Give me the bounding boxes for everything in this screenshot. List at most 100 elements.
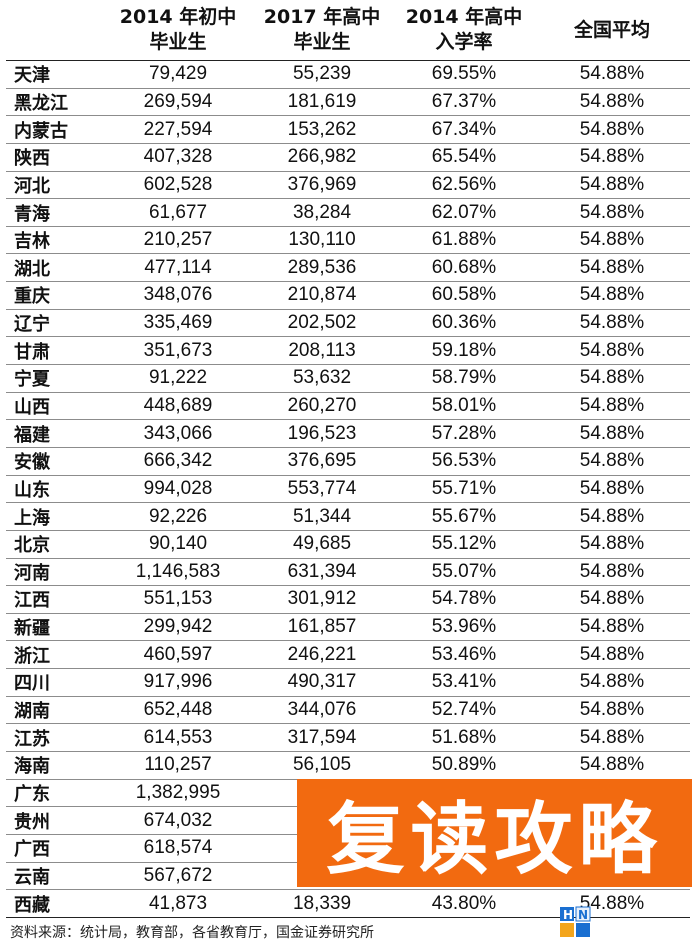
senior-grads-2017-cell: 161,857 — [250, 613, 394, 642]
national-average-cell: 54.88% — [534, 281, 690, 310]
enrollment-rate-cell: 52.74% — [394, 696, 534, 725]
table-row: 黑龙江 269,594 181,619 67.37% 54.88% — [6, 88, 690, 117]
junior-grads-2014-cell: 567,672 — [106, 862, 250, 891]
junior-grads-2014-cell: 448,689 — [106, 392, 250, 421]
enrollment-rate-cell: 61.88% — [394, 226, 534, 255]
national-average-cell: 54.88% — [534, 392, 690, 421]
province-cell: 广东 — [6, 779, 106, 808]
enrollment-rate-cell: 50.89% — [394, 751, 534, 780]
enrollment-rate-cell: 53.46% — [394, 640, 534, 670]
senior-grads-2017-cell: 631,394 — [250, 558, 394, 587]
svg-text:N: N — [578, 908, 588, 922]
senior-grads-2017-cell: 18,339 — [250, 889, 394, 918]
province-cell: 贵州 — [6, 806, 106, 835]
senior-grads-2017-cell: 376,969 — [250, 171, 394, 200]
junior-grads-2014-cell: 666,342 — [106, 447, 250, 476]
enrollment-rate-cell: 56.53% — [394, 447, 534, 476]
senior-grads-2017-cell: 130,110 — [250, 226, 394, 255]
province-cell: 陕西 — [6, 143, 106, 172]
enrollment-rate-cell: 55.71% — [394, 475, 534, 504]
national-average-cell: 54.88% — [534, 502, 690, 531]
national-average-cell: 54.88% — [534, 364, 690, 393]
table-body: 天津 79,429 55,239 69.55% 54.88% 黑龙江 269,594 181,… — [6, 60, 690, 918]
national-average-cell: 54.88% — [534, 88, 690, 117]
junior-grads-2014-cell: 994,028 — [106, 475, 250, 504]
table-row: 山西 448,689 260,270 58.01% 54.88% — [6, 392, 690, 421]
senior-grads-2017-cell: 246,221 — [250, 640, 394, 670]
junior-grads-2014-cell: 227,594 — [106, 115, 250, 144]
province-cell: 吉林 — [6, 226, 106, 255]
national-average-cell: 54.88% — [534, 696, 690, 725]
province-cell: 新疆 — [6, 613, 106, 642]
table-row: 湖北 477,114 289,536 60.68% 54.88% — [6, 253, 690, 283]
column-header-line2: 毕业生 — [149, 31, 207, 53]
province-cell: 福建 — [6, 419, 106, 448]
svg-text:H: H — [563, 908, 573, 922]
column-header-line1: 2014 年初中 — [119, 6, 237, 28]
province-cell: 山西 — [6, 392, 106, 421]
national-average-cell: 54.88% — [534, 475, 690, 504]
junior-grads-2014-cell: 1,382,995 — [106, 779, 250, 808]
column-header-3: 2014 年高中 入学率 — [394, 0, 534, 61]
province-cell: 北京 — [6, 530, 106, 559]
table-header-row: 2014 年初中 毕业生 2017 年高中 毕业生 2014 年高中 入学率 全国平均 — [6, 0, 690, 61]
hn-logo-icon: H N — [560, 906, 591, 937]
national-average-cell: 54.88% — [534, 558, 690, 587]
enrollment-rate-cell: 60.68% — [394, 253, 534, 283]
table-row: 江西 551,153 301,912 54.78% 54.88% — [6, 585, 690, 614]
province-cell: 宁夏 — [6, 364, 106, 393]
junior-grads-2014-cell: 407,328 — [106, 143, 250, 172]
national-average-cell: 54.88% — [534, 613, 690, 642]
junior-grads-2014-cell: 269,594 — [106, 88, 250, 117]
enrollment-rate-cell: 55.67% — [394, 502, 534, 531]
senior-grads-2017-cell: 55,239 — [250, 60, 394, 89]
province-cell: 上海 — [6, 502, 106, 531]
national-average-cell: 54.88% — [534, 143, 690, 172]
province-cell: 山东 — [6, 475, 106, 504]
province-cell: 辽宁 — [6, 309, 106, 338]
junior-grads-2014-cell: 41,873 — [106, 889, 250, 918]
senior-grads-2017-cell: 317,594 — [250, 723, 394, 753]
enrollment-rate-cell: 43.80% — [394, 889, 534, 918]
junior-grads-2014-cell: 110,257 — [106, 751, 250, 780]
column-header-line2: 入学率 — [435, 31, 493, 53]
junior-grads-2014-cell: 477,114 — [106, 253, 250, 283]
national-average-cell: 54.88% — [534, 585, 690, 614]
senior-grads-2017-cell: 196,523 — [250, 419, 394, 448]
table-row: 吉林 210,257 130,110 61.88% 54.88% — [6, 226, 690, 255]
junior-grads-2014-cell: 210,257 — [106, 226, 250, 255]
junior-grads-2014-cell: 348,076 — [106, 281, 250, 310]
national-average-cell: 54.88% — [534, 60, 690, 89]
national-average-cell: 54.88% — [534, 530, 690, 559]
junior-grads-2014-cell: 551,153 — [106, 585, 250, 614]
province-cell: 甘肃 — [6, 336, 106, 366]
senior-grads-2017-cell: 53,632 — [250, 364, 394, 393]
enrollment-rate-cell: 67.34% — [394, 115, 534, 144]
enrollment-rate-cell: 51.68% — [394, 723, 534, 753]
table-row: 重庆 348,076 210,874 60.58% 54.88% — [6, 281, 690, 310]
national-average-cell: 54.88% — [534, 336, 690, 366]
column-header-line2: 毕业生 — [293, 31, 351, 53]
enrollment-rate-cell: 65.54% — [394, 143, 534, 172]
table-row: 辽宁 335,469 202,502 60.36% 54.88% — [6, 309, 690, 338]
junior-grads-2014-cell: 61,677 — [106, 198, 250, 227]
province-cell: 西藏 — [6, 889, 106, 918]
table-row: 浙江 460,597 246,221 53.46% 54.88% — [6, 640, 690, 670]
table-row: 福建 343,066 196,523 57.28% 54.88% — [6, 419, 690, 448]
table-row: 上海 92,226 51,344 55.67% 54.88% — [6, 502, 690, 531]
enrollment-rate-cell: 54.78% — [394, 585, 534, 614]
table-row: 内蒙古 227,594 153,262 67.34% 54.88% — [6, 115, 690, 144]
national-average-cell: 54.88% — [534, 171, 690, 200]
province-cell: 湖北 — [6, 253, 106, 283]
table-row: 新疆 299,942 161,857 53.96% 54.88% — [6, 613, 690, 642]
enrollment-rate-cell: 53.41% — [394, 668, 534, 697]
enrollment-rate-cell: 60.36% — [394, 309, 534, 338]
table-row: 海南 110,257 56,105 50.89% 54.88% — [6, 751, 690, 780]
senior-grads-2017-cell: 376,695 — [250, 447, 394, 476]
senior-grads-2017-cell: 38,284 — [250, 198, 394, 227]
junior-grads-2014-cell: 652,448 — [106, 696, 250, 725]
junior-grads-2014-cell: 90,140 — [106, 530, 250, 559]
junior-grads-2014-cell: 602,528 — [106, 171, 250, 200]
enrollment-rate-cell: 60.58% — [394, 281, 534, 310]
province-cell: 重庆 — [6, 281, 106, 310]
